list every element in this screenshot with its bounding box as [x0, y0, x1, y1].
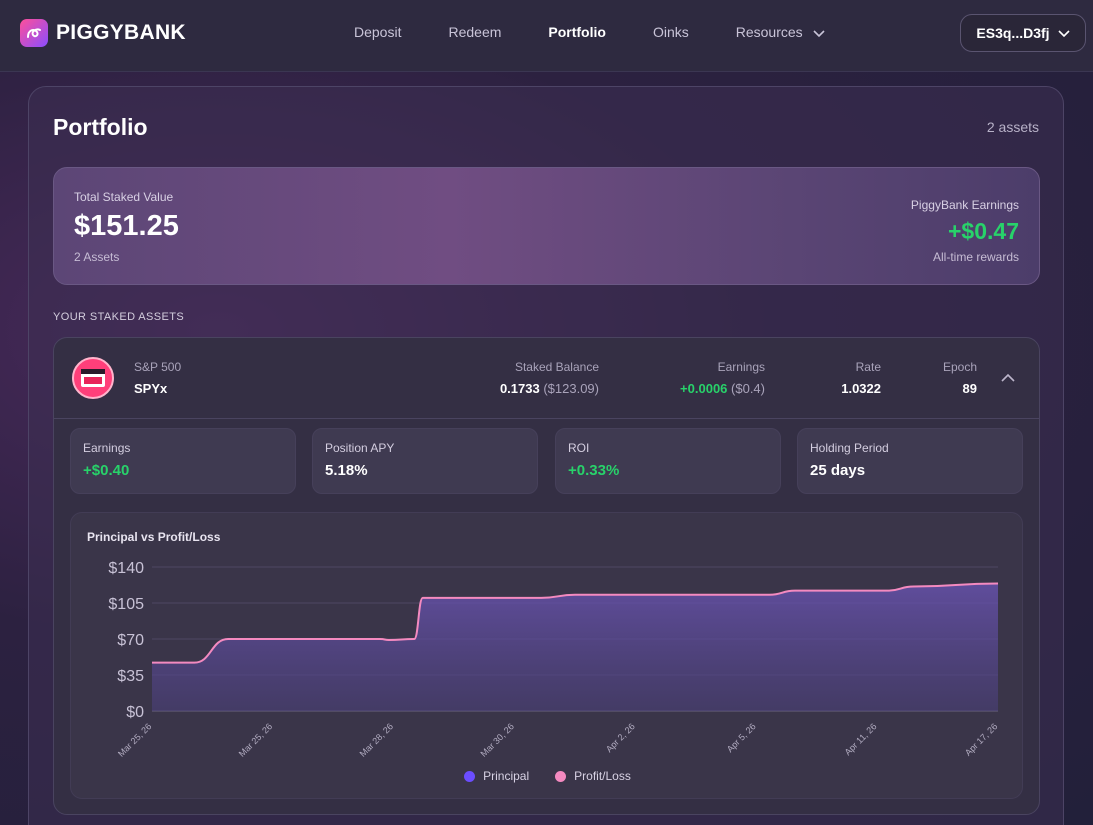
asset-earnings-value: +0.0006 ($0.4): [680, 381, 765, 396]
stat-position-apy: Position APY 5.18%: [312, 428, 538, 494]
x-tick-label: Mar 28, 26: [358, 721, 395, 758]
wallet-button[interactable]: ES3q...D3fj: [960, 14, 1086, 52]
app-name: PIGGYBANK: [56, 21, 186, 44]
nav-oinks[interactable]: Oinks: [652, 24, 689, 40]
epoch-value: 89: [962, 381, 977, 396]
earnings-label: PiggyBank Earnings: [910, 198, 1019, 212]
stat-value: 25 days: [810, 462, 866, 479]
nav-resources[interactable]: Resources: [736, 24, 825, 41]
y-tick-label: $35: [117, 668, 144, 685]
x-tick-label: Apr 5, 26: [725, 721, 758, 754]
x-tick-label: Apr 11, 26: [843, 721, 879, 757]
stat-holding-period: Holding Period 25 days: [797, 428, 1023, 494]
stat-earnings: Earnings +$0.40: [70, 428, 296, 494]
asset-earnings-usd: ($0.4): [731, 381, 765, 396]
staked-balance-value: 0.1733 ($123.09): [500, 381, 599, 396]
asset-category: S&P 500: [134, 360, 182, 374]
y-tick-label: $0: [126, 704, 144, 721]
epoch-label: Epoch: [942, 360, 977, 374]
asset-header[interactable]: S&P 500 SPYx Staked Balance 0.1733 ($123…: [54, 338, 1039, 419]
stat-value: 5.18%: [325, 462, 368, 479]
chart-legend: Principal Profit/Loss: [71, 769, 1024, 783]
nav-redeem[interactable]: Redeem: [448, 24, 502, 40]
legend-profit-loss[interactable]: Profit/Loss: [555, 769, 631, 783]
stat-roi: ROI +0.33%: [555, 428, 781, 494]
chevron-down-icon: [1057, 25, 1070, 41]
legend-dot-principal: [464, 770, 476, 782]
profit-loss-line: [151, 582, 999, 664]
chevron-up-icon[interactable]: [1000, 370, 1018, 384]
total-assets-count: 2 Assets: [74, 250, 120, 264]
y-tick-label: $105: [108, 596, 144, 613]
chart-title: Principal vs Profit/Loss: [87, 530, 221, 544]
staked-balance-label: Staked Balance: [514, 360, 599, 374]
chart-container: Principal vs Profit/Loss $0 $35 $70 $105 $14…: [70, 512, 1023, 799]
asset-earnings-label: Earnings: [717, 360, 765, 374]
top-header: PIGGYBANK Deposit Redeem Portfolio Oinks…: [0, 0, 1093, 72]
x-tick-label: Mar 25, 26: [116, 721, 153, 758]
staked-balance-usd: ($123.09): [543, 381, 599, 396]
nav-portfolio[interactable]: Portfolio: [548, 24, 606, 40]
asset-symbol: SPYx: [134, 381, 168, 396]
legend-label-profit-loss: Profit/Loss: [574, 769, 631, 783]
spyx-token-icon: [72, 357, 114, 399]
principal-area: [152, 583, 998, 711]
section-label: YOUR STAKED ASSETS: [53, 311, 185, 323]
x-tick-label: Mar 25, 26: [237, 721, 274, 758]
stat-label: Earnings: [83, 441, 131, 455]
summary-card: Total Staked Value $151.25 2 Assets Pigg…: [53, 167, 1040, 285]
x-tick-label: Mar 30, 26: [478, 721, 515, 758]
legend-dot-profit-loss: [555, 770, 567, 782]
total-staked-label: Total Staked Value: [74, 190, 174, 204]
chevron-down-icon: [812, 25, 825, 41]
wallet-address: ES3q...D3fj: [976, 25, 1050, 41]
y-tick-label: $70: [117, 632, 144, 649]
stat-value: +$0.40: [83, 462, 130, 479]
asset-earnings-amount: +0.0006: [680, 381, 728, 396]
x-tick-label: Apr 2, 26: [604, 721, 637, 754]
stat-label: Position APY: [325, 441, 395, 455]
legend-label-principal: Principal: [483, 769, 530, 783]
y-tick-label: $140: [108, 560, 144, 577]
total-staked-value: $151.25: [74, 210, 179, 242]
asset-card: S&P 500 SPYx Staked Balance 0.1733 ($123…: [53, 337, 1040, 815]
nav-deposit[interactable]: Deposit: [354, 24, 402, 40]
stat-label: Holding Period: [810, 441, 889, 455]
page-title: Portfolio: [53, 114, 148, 140]
x-tick-label: Apr 17, 26: [963, 721, 999, 757]
portfolio-panel: Portfolio 2 assets Total Staked Value $1…: [28, 86, 1064, 825]
earnings-value: +$0.47: [948, 218, 1019, 244]
nav-resources-label: Resources: [735, 24, 803, 40]
stat-value: +0.33%: [568, 462, 620, 479]
staked-balance-amount: 0.1733: [499, 381, 540, 396]
stat-label: ROI: [568, 441, 590, 455]
main-nav: Deposit Redeem Portfolio Oinks Resources: [354, 24, 872, 41]
logo[interactable]: PIGGYBANK: [20, 19, 186, 47]
rate-label: Rate: [855, 360, 881, 374]
rate-value: 1.0322: [841, 381, 881, 396]
earnings-subtext: All-time rewards: [932, 250, 1019, 264]
piggybank-logo-icon: [20, 19, 48, 47]
legend-principal[interactable]: Principal: [464, 769, 529, 783]
principal-profit-chart: $0 $35 $70 $105 $140 Mar 25, 26 Mar 25, 26 Mar …: [108, 560, 999, 759]
asset-count: 2 assets: [986, 119, 1039, 135]
